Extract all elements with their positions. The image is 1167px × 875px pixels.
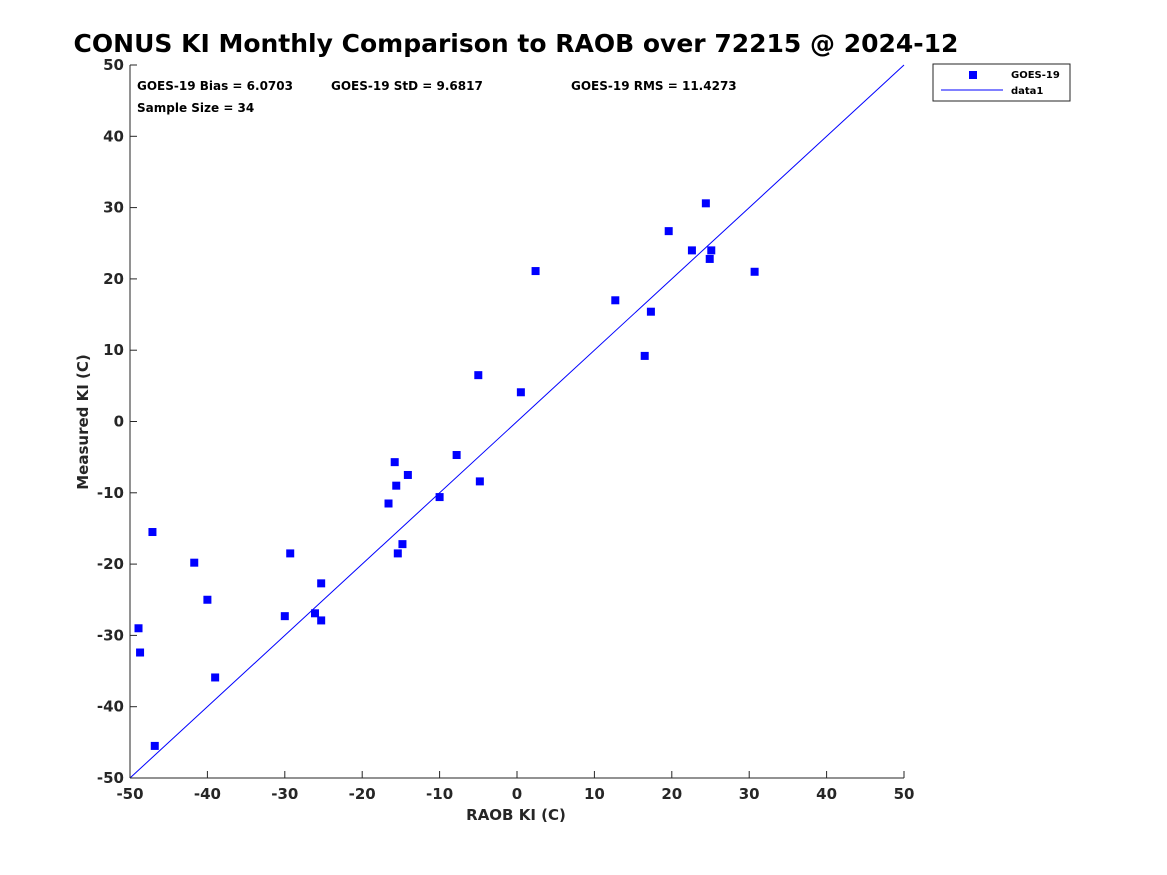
y-tick-label: -50 — [97, 769, 124, 787]
x-tick-label: 40 — [816, 785, 837, 803]
legend-label-goes19: GOES-19 — [1011, 70, 1060, 81]
scatter-point — [452, 451, 461, 460]
x-tick-label: 20 — [661, 785, 682, 803]
scatter-point — [310, 609, 319, 618]
scatter-point — [398, 540, 407, 549]
x-tick-label: 50 — [894, 785, 915, 803]
legend-marker-goes19 — [969, 71, 977, 79]
scatter-point — [750, 267, 759, 276]
x-tick-label: 10 — [584, 785, 605, 803]
scatter-point — [384, 499, 393, 508]
scatter-point — [150, 741, 159, 750]
stat-bias: GOES-19 Bias = 6.0703 — [137, 79, 293, 93]
y-tick-label: -20 — [97, 555, 124, 573]
y-tick-label: -40 — [97, 698, 124, 716]
scatter-point — [136, 648, 145, 657]
scatter-point — [203, 595, 212, 604]
scatter-point — [687, 246, 696, 255]
scatter-point — [317, 616, 326, 625]
scatter-point — [317, 579, 326, 588]
scatter-point — [705, 254, 714, 263]
reference-line-data1 — [129, 64, 905, 779]
scatter-point — [390, 458, 399, 467]
scatter-point — [707, 246, 716, 255]
x-tick-label: 30 — [739, 785, 760, 803]
scatter-point — [640, 351, 649, 360]
axes: -50 -40 -30 -20 -10 0 10 20 30 40 50 -50 -40 -30 -20 -1… — [97, 56, 915, 803]
chart-title: CONUS KI Monthly Comparison to RAOB over… — [74, 29, 959, 58]
scatter-point — [701, 199, 710, 208]
scatter-point — [611, 296, 620, 305]
scatter-point — [286, 549, 295, 558]
y-tick-label: 30 — [103, 199, 124, 217]
scatter-point — [664, 227, 673, 236]
stat-sample-size: Sample Size = 34 — [137, 101, 254, 115]
scatter-point — [280, 612, 289, 621]
legend-label-data1: data1 — [1011, 86, 1043, 97]
y-tick-label: 20 — [103, 270, 124, 288]
x-tick-label: -10 — [426, 785, 453, 803]
stat-rms: GOES-19 RMS = 11.4273 — [571, 79, 737, 93]
x-tick-label: 0 — [512, 785, 522, 803]
stat-std: GOES-19 StD = 9.6817 — [331, 79, 483, 93]
scatter-point — [474, 371, 483, 380]
y-axis-label: Measured KI (C) — [74, 354, 92, 490]
y-tick-label: 40 — [103, 127, 124, 145]
y-tick-label: 50 — [103, 56, 124, 74]
scatter-point — [393, 549, 402, 558]
x-tick-label: -50 — [116, 785, 143, 803]
x-tick-label: -30 — [271, 785, 298, 803]
y-tick-label: 0 — [114, 413, 124, 431]
scatter-point — [531, 267, 540, 276]
legend-box — [932, 63, 1071, 102]
scatter-point — [190, 558, 199, 567]
scatter-point — [516, 388, 525, 397]
scatter-point — [646, 307, 655, 316]
scatter-point — [435, 493, 444, 502]
y-tick-label: 10 — [103, 341, 124, 359]
scatter-point — [211, 673, 220, 682]
scatter-point — [475, 477, 484, 486]
x-axis-label: RAOB KI (C) — [466, 806, 566, 824]
scatter-point — [148, 528, 157, 537]
legend: GOES-19 data1 — [932, 63, 1071, 102]
y-tick-label: -10 — [97, 484, 124, 502]
plot-area — [129, 64, 905, 779]
scatter-point — [392, 481, 401, 490]
x-tick-label: -40 — [194, 785, 221, 803]
scatter-point — [403, 470, 412, 479]
x-tick-label: -20 — [349, 785, 376, 803]
y-tick-label: -30 — [97, 626, 124, 644]
scatter-point — [134, 624, 143, 633]
